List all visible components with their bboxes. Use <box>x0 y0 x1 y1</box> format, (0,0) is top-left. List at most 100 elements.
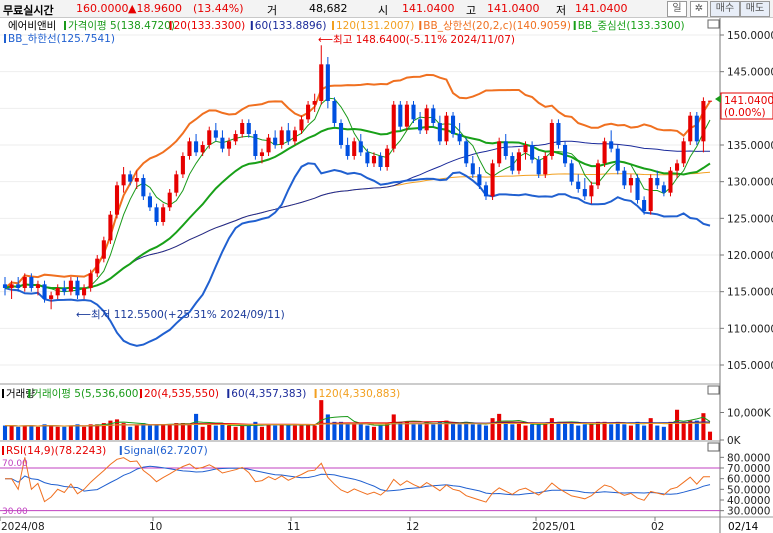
candle-body <box>365 152 370 164</box>
buy-button[interactable]: 매수 <box>710 1 740 17</box>
volume-bar <box>602 421 607 440</box>
volume-bar <box>391 414 396 440</box>
candle-body <box>688 115 693 142</box>
volume-bar <box>68 425 73 440</box>
volume-bar <box>576 425 581 440</box>
volume-bar <box>312 425 317 440</box>
candle-body <box>187 141 192 156</box>
sell-button[interactable]: 매도 <box>740 1 770 17</box>
volume-bar <box>2 425 8 440</box>
period-button[interactable]: 일 <box>667 1 687 17</box>
volume-bar <box>694 420 699 440</box>
rsi-line <box>5 457 710 503</box>
candle-body <box>75 280 80 296</box>
candle-body <box>516 152 521 171</box>
candle-body <box>213 130 218 138</box>
candle-body <box>338 123 344 145</box>
volume-bar <box>675 409 680 440</box>
volume-bar <box>404 421 409 440</box>
volume-bar <box>332 421 337 440</box>
volume-bar <box>589 424 594 440</box>
volume-bar <box>371 426 377 440</box>
x-tick-label: 12 <box>406 521 419 533</box>
volume-bar <box>490 418 495 440</box>
volume-bar <box>22 425 27 440</box>
volume-bar <box>635 421 640 440</box>
candle-body <box>444 115 449 142</box>
panel-scale-toggle-rsi[interactable] <box>707 442 720 452</box>
candle-body <box>503 141 508 156</box>
rsi-legend-item: Signal(62.7207) <box>124 445 208 457</box>
volume-legend-item: 거래이평 5(5,536,600) <box>32 388 142 400</box>
candle-body <box>655 178 660 186</box>
volume-bar <box>378 425 383 440</box>
candle-body <box>161 207 166 222</box>
candle-body <box>306 104 311 120</box>
price-legend-swatch <box>419 21 422 30</box>
high-value: 141.0400 <box>487 2 540 15</box>
volume-value: 48,682 <box>309 2 348 15</box>
y-tick-label: 130.0000 <box>727 177 773 189</box>
candle-body <box>352 141 357 156</box>
candle-body <box>701 101 706 142</box>
candle-body <box>668 170 673 193</box>
candle-body <box>292 130 297 142</box>
candle-body <box>286 130 291 142</box>
volume-bar <box>418 424 423 440</box>
volume-bar <box>622 424 627 440</box>
volume-bar <box>101 423 106 440</box>
candle-body <box>622 170 627 186</box>
volume-bar <box>207 424 212 440</box>
candle-body <box>464 141 469 164</box>
candle-body <box>378 156 383 167</box>
last-price-marker <box>715 95 721 103</box>
volume-bar <box>55 426 60 440</box>
volume-bar <box>194 413 199 440</box>
volume-bar <box>62 426 67 440</box>
volume-bar <box>563 423 568 440</box>
candle-body <box>134 178 139 182</box>
candle-body <box>615 148 620 171</box>
price-legend-item: 60(133.8896) <box>255 20 327 32</box>
volume-bar <box>180 423 185 440</box>
candle-body <box>556 123 561 145</box>
volume-bar <box>497 413 502 440</box>
panel-scale-toggle-volume[interactable] <box>707 385 720 395</box>
gear-icon[interactable]: ✲ <box>690 1 708 17</box>
candle-body <box>9 284 14 288</box>
candle-body <box>602 141 607 164</box>
low-label: 저 <box>556 4 567 17</box>
volume-bar <box>253 421 258 440</box>
candle-body <box>2 284 8 288</box>
candle-body <box>483 185 489 197</box>
candle-body <box>167 192 172 208</box>
y-tick-label: 150.0000 <box>727 30 773 42</box>
candle-body <box>266 137 271 153</box>
quote-header-bar: 무료실시간 160.0000 ▲18.9600 (13.44%) 거 48,68… <box>0 0 773 18</box>
candle-body <box>141 178 146 197</box>
price-legend-swatch <box>4 34 6 43</box>
candle-body <box>194 141 199 153</box>
candle-body <box>226 141 232 149</box>
price-legend-item: BB_상한선(20,2,c)(140.9059) <box>423 20 571 32</box>
volume-bar <box>220 424 225 440</box>
last-price-pct: (0.00%) <box>724 107 766 119</box>
candle-body <box>694 115 699 142</box>
volume-bar <box>628 425 633 440</box>
volume-bar <box>681 421 686 440</box>
open-label: 시 <box>378 4 389 17</box>
price-change: ▲18.9600 <box>128 2 182 15</box>
candle-body <box>319 64 324 101</box>
volume-bar <box>49 425 54 440</box>
candle-body <box>95 258 100 274</box>
candle-body <box>411 104 416 120</box>
price-legend-swatch <box>332 21 334 30</box>
volume-legend-swatch <box>28 389 31 398</box>
y-tick-label: 135.0000 <box>727 140 773 152</box>
price-legend-swatch <box>64 21 66 30</box>
price-change-pct: (13.44%) <box>193 2 244 15</box>
rsi-signal-line <box>5 465 711 496</box>
panel-scale-toggle-price[interactable] <box>707 19 720 29</box>
volume-ma5-line <box>5 415 711 427</box>
